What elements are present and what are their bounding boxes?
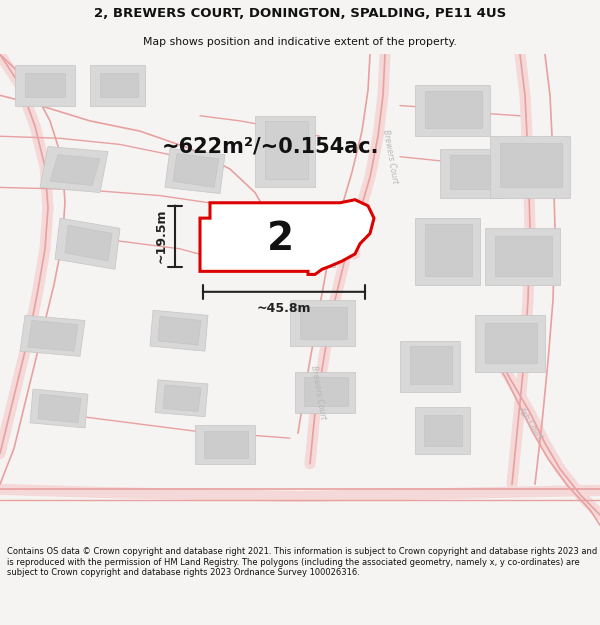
- Polygon shape: [215, 208, 335, 268]
- Polygon shape: [295, 372, 355, 413]
- Polygon shape: [424, 414, 462, 446]
- Text: Map shows position and indicative extent of the property.: Map shows position and indicative extent…: [143, 38, 457, 48]
- Polygon shape: [475, 316, 545, 372]
- Text: Ash Court: Ash Court: [515, 405, 544, 441]
- Polygon shape: [415, 218, 480, 284]
- Polygon shape: [410, 346, 452, 384]
- Text: Contains OS data © Crown copyright and database right 2021. This information is : Contains OS data © Crown copyright and d…: [7, 548, 598, 577]
- Polygon shape: [150, 310, 208, 351]
- Polygon shape: [173, 154, 219, 188]
- Polygon shape: [65, 225, 112, 261]
- Polygon shape: [38, 394, 81, 422]
- Polygon shape: [415, 408, 470, 454]
- Polygon shape: [290, 300, 355, 346]
- Polygon shape: [255, 116, 315, 188]
- Polygon shape: [440, 149, 505, 198]
- Polygon shape: [485, 228, 560, 284]
- Polygon shape: [15, 64, 75, 106]
- Polygon shape: [250, 208, 280, 268]
- Polygon shape: [30, 389, 88, 428]
- Polygon shape: [100, 72, 138, 98]
- Polygon shape: [425, 224, 472, 276]
- Polygon shape: [163, 385, 201, 411]
- Polygon shape: [304, 377, 348, 406]
- Text: ~622m²/~0.154ac.: ~622m²/~0.154ac.: [161, 136, 379, 156]
- Polygon shape: [265, 121, 308, 179]
- Polygon shape: [204, 431, 248, 457]
- Polygon shape: [490, 136, 570, 198]
- Text: Brewers Court: Brewers Court: [309, 364, 327, 420]
- Polygon shape: [495, 236, 552, 276]
- Polygon shape: [50, 154, 100, 186]
- Text: ~45.8m: ~45.8m: [257, 302, 311, 315]
- Polygon shape: [158, 316, 201, 345]
- Polygon shape: [500, 143, 562, 188]
- Text: ~19.5m: ~19.5m: [155, 209, 168, 263]
- Polygon shape: [300, 307, 347, 339]
- Polygon shape: [20, 316, 85, 356]
- Text: Brewers Court: Brewers Court: [381, 129, 399, 184]
- Polygon shape: [425, 91, 482, 128]
- Text: 2, BREWERS COURT, DONINGTON, SPALDING, PE11 4US: 2, BREWERS COURT, DONINGTON, SPALDING, P…: [94, 7, 506, 20]
- Polygon shape: [200, 200, 374, 274]
- Polygon shape: [485, 322, 537, 364]
- Polygon shape: [450, 154, 497, 189]
- Polygon shape: [400, 341, 460, 392]
- Polygon shape: [195, 425, 255, 464]
- Polygon shape: [55, 218, 120, 269]
- Polygon shape: [25, 72, 65, 98]
- Polygon shape: [90, 64, 145, 106]
- Polygon shape: [28, 321, 78, 351]
- Polygon shape: [165, 149, 225, 194]
- Polygon shape: [155, 380, 208, 417]
- Text: 2: 2: [266, 219, 293, 258]
- Polygon shape: [415, 85, 490, 136]
- Polygon shape: [40, 146, 108, 192]
